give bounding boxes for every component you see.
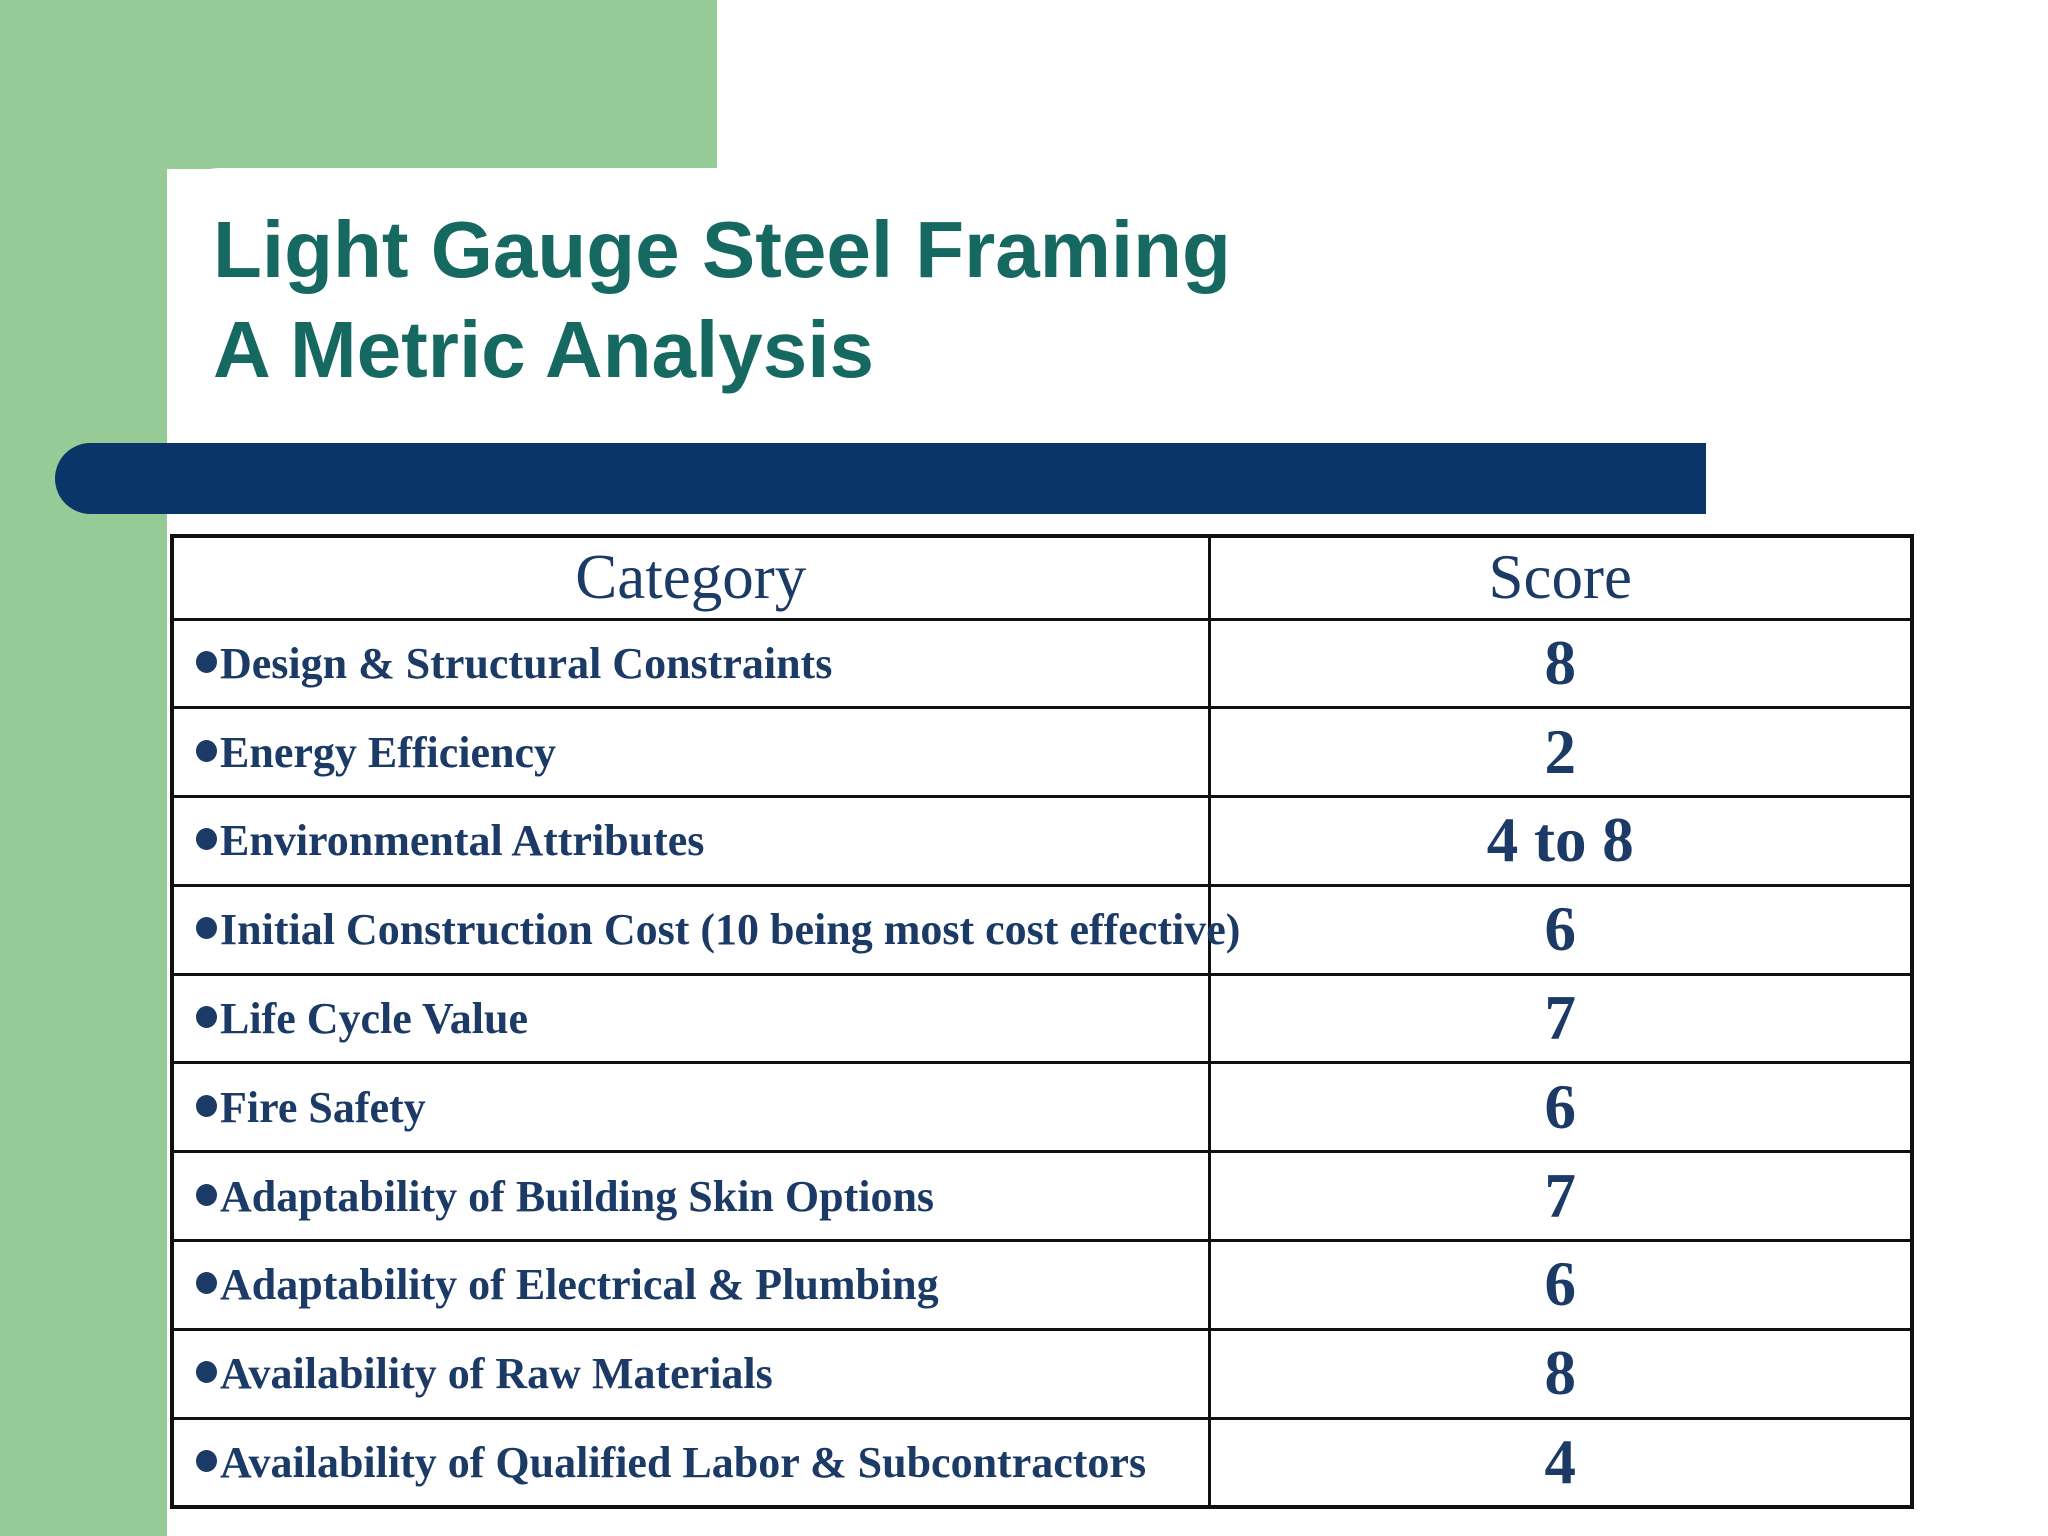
bullet-icon [196, 1094, 217, 1117]
bullet-icon [196, 1006, 217, 1029]
score-cell: 7 [1207, 972, 1914, 1065]
category-label: Adaptability of Electrical & Plumbing [220, 1260, 939, 1310]
bullet-icon [196, 1361, 217, 1384]
category-cell: Availability of Raw Materials [170, 1327, 1211, 1420]
bullet-icon [196, 917, 217, 940]
table-row: Adaptability of Building Skin Options 7 [170, 1150, 1914, 1243]
bullet-icon [196, 739, 217, 762]
category-cell: Adaptability of Electrical & Plumbing [170, 1239, 1211, 1331]
table-row: Availability of Raw Materials 8 [170, 1327, 1914, 1420]
column-header-category: Category [170, 534, 1211, 621]
score-cell: 6 [1207, 883, 1914, 976]
category-cell: Environmental Attributes [170, 795, 1211, 887]
title-line-2: A Metric Analysis [213, 305, 874, 394]
table-row: Energy Efficiency 2 [170, 706, 1914, 799]
table-row: Life Cycle Value 7 [170, 972, 1914, 1065]
metrics-table: Category Score Design & Structural Const… [170, 534, 1914, 1509]
score-cell: 7 [1207, 1150, 1914, 1243]
divider-bar [55, 443, 1706, 514]
category-label: Fire Safety [220, 1082, 426, 1132]
score-cell: 4 to 8 [1207, 795, 1914, 887]
green-sidebar [0, 0, 167, 1536]
table-row: Adaptability of Electrical & Plumbing 6 [170, 1239, 1914, 1331]
category-label: Life Cycle Value [220, 994, 528, 1044]
category-cell: Adaptability of Building Skin Options [170, 1150, 1211, 1243]
category-label: Energy Efficiency [220, 727, 557, 777]
bullet-icon [196, 1183, 217, 1206]
table-row: Fire Safety 6 [170, 1061, 1914, 1154]
category-label: Adaptability of Building Skin Options [220, 1171, 935, 1221]
table-row: Design & Structural Constraints 8 [170, 617, 1914, 710]
table-row: Availability of Qualified Labor & Subcon… [170, 1416, 1914, 1509]
score-cell: 2 [1207, 706, 1914, 799]
score-cell: 6 [1207, 1061, 1914, 1154]
bullet-icon [196, 650, 217, 673]
table-header-row: Category Score [170, 534, 1914, 621]
category-label: Environmental Attributes [220, 816, 705, 866]
category-cell: Initial Construction Cost (10 being most… [170, 883, 1240, 976]
bullet-icon [196, 828, 217, 851]
category-label: Availability of Raw Materials [220, 1349, 773, 1399]
table-row: Environmental Attributes 4 to 8 [170, 795, 1914, 887]
category-cell: Availability of Qualified Labor & Subcon… [170, 1416, 1211, 1509]
category-label: Initial Construction Cost (10 being most… [220, 905, 1241, 955]
column-header-score: Score [1207, 534, 1914, 621]
score-cell: 8 [1207, 617, 1914, 710]
title-line-1: Light Gauge Steel Framing [213, 205, 1231, 294]
category-cell: Life Cycle Value [170, 972, 1211, 1065]
score-cell: 4 [1207, 1416, 1914, 1509]
table-row: Initial Construction Cost (10 being most… [170, 883, 1914, 976]
category-label: Design & Structural Constraints [220, 638, 833, 688]
bullet-icon [196, 1449, 217, 1472]
category-cell: Energy Efficiency [170, 706, 1211, 799]
category-cell: Fire Safety [170, 1061, 1211, 1154]
score-cell: 6 [1207, 1239, 1914, 1331]
slide-title: Light Gauge Steel Framing A Metric Analy… [213, 200, 1231, 400]
category-cell: Design & Structural Constraints [170, 617, 1211, 710]
bullet-icon [196, 1272, 217, 1295]
score-cell: 8 [1207, 1327, 1914, 1420]
category-label: Availability of Qualified Labor & Subcon… [220, 1437, 1147, 1487]
